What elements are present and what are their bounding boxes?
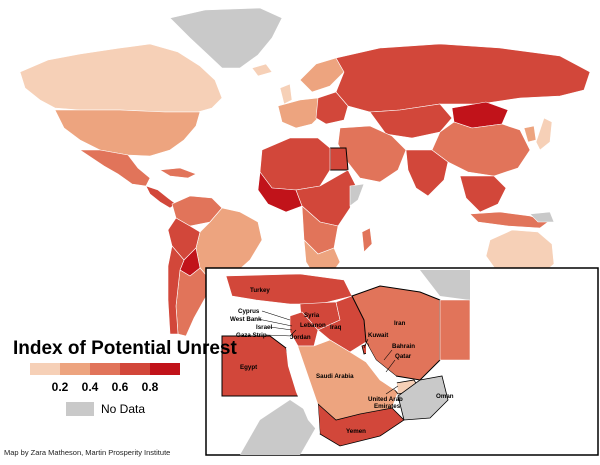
label-iran: Iran	[394, 320, 406, 327]
iceland	[251, 63, 273, 77]
horn-no-data	[349, 183, 365, 207]
legend-swatch-4	[150, 363, 180, 375]
legend-color-scale	[30, 363, 180, 375]
label-egypt: Egypt	[240, 364, 257, 371]
usa	[54, 109, 201, 157]
inset-oman	[397, 375, 449, 421]
indonesia	[469, 211, 549, 229]
label-qatar: Qatar	[395, 353, 412, 360]
central-america	[145, 185, 177, 209]
label-west-bank: West Bank	[230, 316, 262, 323]
label-syria: Syria	[304, 312, 320, 319]
madagascar	[361, 227, 373, 253]
label-yemen: Yemen	[346, 428, 366, 435]
legend-tick-0-2: 0.2	[51, 380, 69, 394]
japan	[535, 117, 553, 151]
legend-tick-0-6: 0.6	[111, 380, 129, 394]
label-turkey: Turkey	[250, 287, 270, 294]
papua	[529, 211, 555, 223]
southeast-asia	[459, 175, 507, 213]
russia	[335, 43, 591, 113]
map-credit: Map by Zara Matheson, Martin Prosperity …	[4, 448, 171, 457]
inset-yemen	[317, 403, 405, 447]
legend-swatch-0	[30, 363, 60, 375]
north-africa	[259, 137, 331, 191]
label-oman: Oman	[436, 393, 454, 400]
greenland	[169, 7, 283, 69]
west-africa	[257, 171, 303, 213]
label-uae-1: United Arab	[368, 396, 403, 403]
no-data-label: No Data	[101, 402, 146, 416]
egypt-world	[329, 147, 349, 171]
legend-tick-0-4: 0.4	[81, 380, 99, 394]
canada	[19, 43, 223, 113]
legend-swatch-2	[90, 363, 120, 375]
korea	[523, 125, 537, 143]
caribbean	[159, 167, 197, 179]
label-saudi-arabia: Saudi Arabia	[316, 373, 354, 380]
legend-swatch-1	[60, 363, 90, 375]
no-data-swatch	[66, 402, 94, 416]
legend-tick-0-8: 0.8	[141, 380, 159, 394]
label-gaza-strip: Gaza Strip	[236, 332, 267, 339]
label-iraq: Iraq	[330, 324, 342, 331]
label-bahrain: Bahrain	[392, 343, 415, 350]
central-asia	[369, 103, 453, 139]
inset-east	[439, 299, 471, 361]
middle-east-inset: Turkey Cyprus West Bank Israel Gaza Stri…	[205, 267, 599, 456]
leader-lines	[257, 310, 399, 395]
legend-title: Index of Potential Unrest	[13, 338, 237, 359]
label-kuwait: Kuwait	[368, 332, 388, 339]
chile	[167, 245, 185, 335]
scandinavia	[299, 57, 345, 93]
legend-ticks: 0.2 0.4 0.6 0.8	[30, 380, 180, 394]
legend-swatch-3	[120, 363, 150, 375]
label-lebanon: Lebanon	[300, 322, 326, 329]
india	[405, 149, 449, 197]
uk	[279, 83, 293, 105]
label-israel: Israel	[256, 324, 272, 331]
label-uae-2: Emirates	[374, 403, 401, 410]
label-cyprus: Cyprus	[238, 308, 260, 315]
label-jordan: Jordan	[290, 334, 311, 341]
